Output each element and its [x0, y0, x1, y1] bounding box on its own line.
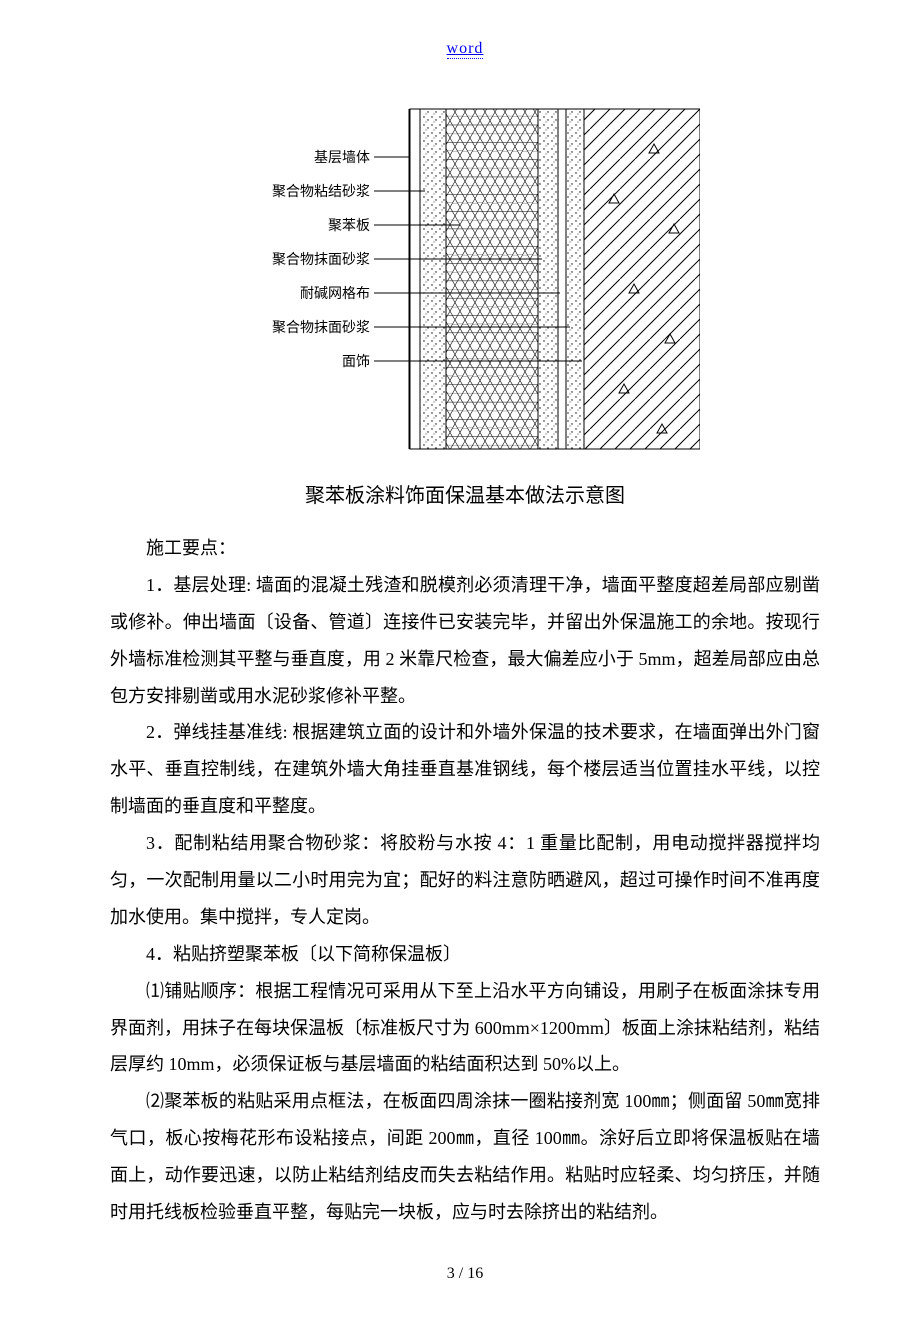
intro-line: 施工要点： [110, 530, 820, 567]
page: word 基层墙体聚合物粘结砂浆聚苯板聚合物抹面砂浆耐碱网格布聚合物抹面砂浆面饰… [0, 0, 920, 1323]
paragraph: 1．基层处理: 墙面的混凝土残渣和脱模剂必须清理干净，墙面平整度超差局部应剔凿或… [110, 567, 820, 715]
svg-text:耐碱网格布: 耐碱网格布 [300, 286, 370, 302]
paragraph: ⑴铺贴顺序：根据工程情况可采用从下至上沿水平方向铺设，用刷子在板面涂抹专用界面剂… [110, 973, 820, 1084]
header: word [110, 40, 820, 79]
svg-text:面饰: 面饰 [342, 354, 370, 370]
paragraph: 2．弹线挂基准线: 根据建筑立面的设计和外墙外保温的技术要求，在墙面弹出外门窗水… [110, 714, 820, 825]
paragraph: 4．粘贴挤塑聚苯板〔以下简称保温板〕 [110, 936, 820, 973]
svg-text:聚合物抹面砂浆: 聚合物抹面砂浆 [272, 252, 370, 268]
diagram-container: 基层墙体聚合物粘结砂浆聚苯板聚合物抹面砂浆耐碱网格布聚合物抹面砂浆面饰 [110, 99, 820, 459]
svg-text:聚苯板: 聚苯板 [328, 217, 370, 234]
wall-section-diagram: 基层墙体聚合物粘结砂浆聚苯板聚合物抹面砂浆耐碱网格布聚合物抹面砂浆面饰 [230, 99, 700, 459]
diagram-caption: 聚苯板涂料饰面保温基本做法示意图 [110, 479, 820, 508]
header-link[interactable]: word [447, 40, 484, 59]
paragraph: 3．配制粘结用聚合物砂浆：将胶粉与水按 4：1 重量比配制，用电动搅拌器搅拌均匀… [110, 825, 820, 936]
body-text: 1．基层处理: 墙面的混凝土残渣和脱模剂必须清理干净，墙面平整度超差局部应剔凿或… [110, 567, 820, 1231]
svg-text:聚合物抹面砂浆: 聚合物抹面砂浆 [272, 320, 370, 336]
svg-text:聚合物粘结砂浆: 聚合物粘结砂浆 [272, 184, 370, 200]
paragraph: ⑵聚苯板的粘贴采用点框法，在板面四周涂抹一圈粘接剂宽 100㎜；侧面留 50㎜宽… [110, 1083, 820, 1231]
svg-text:基层墙体: 基层墙体 [314, 149, 370, 166]
page-number: 3 / 16 [110, 1265, 820, 1283]
